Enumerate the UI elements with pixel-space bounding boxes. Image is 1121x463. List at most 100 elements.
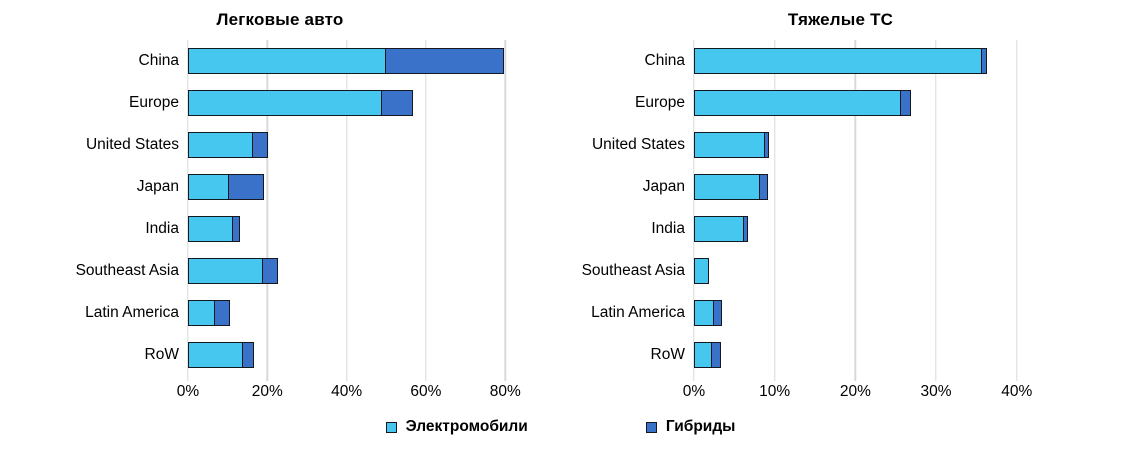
- bar-segment-ev: [694, 300, 715, 326]
- x-axis: 0% 10% 20% 30% 40%: [683, 376, 1049, 406]
- bar-row: China: [0, 40, 560, 82]
- gridline: [345, 40, 348, 381]
- bar-track: [694, 300, 1049, 326]
- category-label: Japan: [642, 178, 685, 195]
- legend-swatch-ev: [385, 421, 397, 433]
- legend-label: Гибриды: [665, 418, 736, 435]
- bar-segment-ev: [188, 132, 254, 158]
- rows: China Europe United States Japan India Southe…: [560, 40, 1121, 376]
- x-tick-label: 80%: [489, 383, 521, 400]
- bar-track: [694, 174, 1049, 200]
- gridline: [693, 40, 695, 381]
- x-tick-label: 10%: [759, 383, 791, 400]
- bar-segment-hybrid: [899, 90, 912, 116]
- bar-segment-hybrid: [759, 174, 768, 200]
- gridline: [935, 40, 937, 381]
- bar-segment-ev: [694, 90, 902, 116]
- bar-segment-hybrid: [251, 132, 268, 158]
- category-label: United States: [591, 136, 685, 153]
- grid: [693, 40, 1049, 381]
- x-tick-label: 40%: [331, 383, 363, 400]
- legend-swatch-hybrid: [645, 421, 657, 433]
- category-label: Japan: [136, 178, 179, 195]
- charts-container: Легковые авто China Europe United States Ja…: [0, 6, 1121, 406]
- bar-track: [188, 258, 533, 284]
- legend: Электромобили Гибриды: [0, 418, 1121, 436]
- bar-segment-ev: [188, 216, 234, 242]
- x-tick-label: 20%: [839, 383, 871, 400]
- x-tick-label: 0%: [176, 383, 200, 400]
- gridline: [504, 40, 506, 381]
- category-label: Southeast Asia: [581, 262, 685, 279]
- category-label: Europe: [635, 94, 685, 111]
- bar-segment-ev: [694, 258, 709, 284]
- bar-track: [188, 342, 533, 368]
- bar-segment-ev: [694, 132, 765, 158]
- x-tick-label: 30%: [920, 383, 952, 400]
- bar-track: [188, 132, 533, 158]
- bar-segment-ev: [694, 174, 761, 200]
- category-label: RoW: [144, 346, 179, 363]
- bar-track: [694, 258, 1049, 284]
- chart-title-heavy-vehicles: Тяжелые ТС: [787, 10, 894, 29]
- gridline: [187, 40, 189, 381]
- bar-segment-ev: [188, 300, 216, 326]
- rows: China Europe United States Japan India Southe…: [0, 40, 560, 376]
- bar-track: [188, 216, 533, 242]
- bar-track: [188, 174, 533, 200]
- gridline: [1016, 40, 1018, 381]
- bar-segment-ev: [188, 342, 244, 368]
- bar-row: Latin America: [560, 292, 1121, 334]
- bar-segment-hybrid: [711, 342, 721, 368]
- bar-segment-hybrid: [712, 300, 722, 326]
- category-label: India: [145, 220, 179, 237]
- bar-track: [188, 90, 533, 116]
- bar-track: [694, 90, 1049, 116]
- bar-row: United States: [0, 124, 560, 166]
- grid: [187, 40, 533, 381]
- x-tick-label: 20%: [251, 383, 283, 400]
- plot-area: China Europe United States Japan India Southe…: [560, 40, 1121, 381]
- bar-segment-hybrid: [242, 342, 254, 368]
- bar-segment-ev: [188, 90, 383, 116]
- bar-row: Southeast Asia: [0, 250, 560, 292]
- bar-segment-ev: [188, 258, 264, 284]
- bar-track: [694, 216, 1049, 242]
- bar-segment-ev: [694, 342, 713, 368]
- category-label: RoW: [650, 346, 685, 363]
- legend-item-ev: Электромобили: [385, 418, 528, 436]
- bar-row: China: [560, 40, 1121, 82]
- category-label: Latin America: [591, 304, 685, 321]
- x-tick-label: 0%: [682, 383, 706, 400]
- bar-row: Europe: [560, 82, 1121, 124]
- bar-row: Latin America: [0, 292, 560, 334]
- bar-row: India: [560, 208, 1121, 250]
- bar-segment-ev: [694, 48, 983, 74]
- bar-segment-ev: [694, 216, 745, 242]
- bar-segment-hybrid: [228, 174, 264, 200]
- bar-track: [694, 132, 1049, 158]
- plot-area: China Europe United States Japan India Southe…: [0, 40, 560, 381]
- gridline: [854, 40, 857, 381]
- gridline: [773, 40, 776, 381]
- bar-segment-hybrid: [743, 216, 749, 242]
- category-label: India: [651, 220, 685, 237]
- category-label: United States: [85, 136, 179, 153]
- bar-segment-ev: [188, 48, 387, 74]
- bar-segment-hybrid: [261, 258, 278, 284]
- bar-track: [188, 48, 533, 74]
- category-label: Europe: [129, 94, 179, 111]
- bar-segment-hybrid: [380, 90, 413, 116]
- x-axis: 0% 20% 40% 60% 80%: [177, 376, 533, 406]
- bar-segment-hybrid: [214, 300, 231, 326]
- bar-segment-hybrid: [384, 48, 504, 74]
- bar-track: [694, 342, 1049, 368]
- gridline: [425, 40, 427, 381]
- bar-row: Japan: [0, 166, 560, 208]
- bar-segment-ev: [188, 174, 230, 200]
- category-label: China: [644, 52, 686, 69]
- bar-track: [694, 48, 1049, 74]
- category-label: Latin America: [85, 304, 179, 321]
- category-label: China: [138, 52, 180, 69]
- x-tick-label: 60%: [410, 383, 442, 400]
